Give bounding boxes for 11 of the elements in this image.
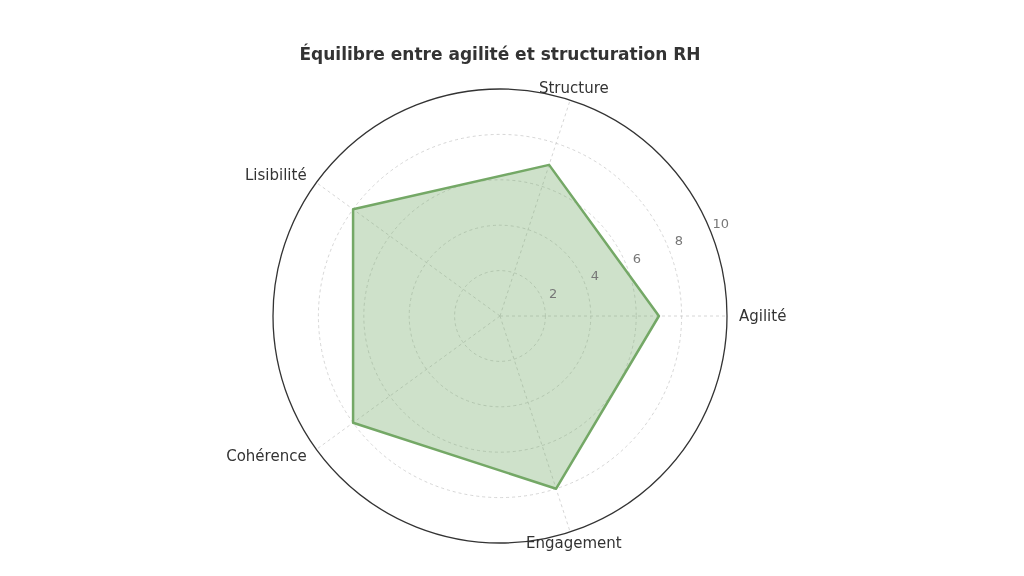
y-tick-label: 4	[590, 268, 600, 284]
y-tick-label: 6	[632, 250, 642, 266]
spoke-label: Lisibilité	[245, 166, 307, 185]
spoke-label: Engagement	[526, 533, 622, 552]
spoke-label: Cohérence	[226, 446, 307, 465]
y-tick-label: 2	[548, 285, 558, 301]
chart-title: Équilibre entre agilité et structuration RH	[299, 43, 701, 64]
spoke-label: Structure	[538, 79, 609, 98]
y-tick-label: 8	[674, 233, 683, 249]
spoke-label: Agilité	[739, 306, 787, 325]
y-tick-label: 10	[712, 216, 730, 232]
